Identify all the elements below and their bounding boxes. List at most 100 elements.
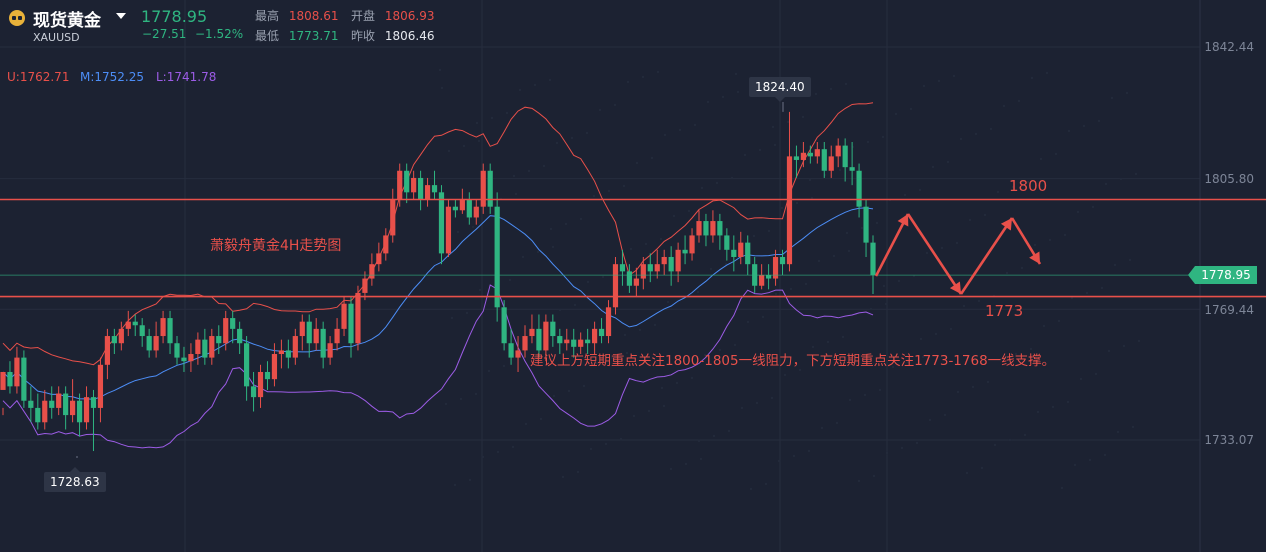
candle-body [828,156,834,171]
candle-body [167,318,173,344]
watermark-dot [817,259,821,263]
watermark-dot [662,404,666,408]
candle-body [42,400,48,423]
watermark-dot [832,254,836,258]
watermark-dot [798,368,802,372]
watermark-dot [721,95,725,99]
watermark-dot [943,413,947,417]
candle-body [529,328,535,337]
candle-body [571,339,577,347]
candle-body [250,386,257,398]
watermark-dot [514,192,518,196]
watermark-dot [869,307,873,311]
candle-body [870,242,876,276]
watermark-dot [749,487,753,491]
watermark-dot [829,87,833,91]
watermark-dot [629,247,633,251]
candle-body [118,328,124,344]
watermark-dot [521,255,525,259]
candle-body [800,152,806,160]
candle-body [515,350,521,358]
watermark-dot [844,82,848,86]
watermark-dot [931,165,935,169]
watermark-dot [712,434,716,438]
watermark-dot [1051,405,1055,409]
watermark-dot [696,290,700,294]
watermark-dot [604,442,608,446]
watermark-dot [810,196,814,200]
watermark-dot [949,327,953,331]
candle-body [320,328,326,358]
candle-body [355,292,361,344]
watermark-dot [783,373,787,377]
candle-body [452,206,458,211]
watermark-dot [684,462,688,466]
candle-body [522,336,528,351]
watermark-dot [675,381,679,385]
candle-body [779,256,786,265]
watermark-dot [699,457,703,461]
forecast-arrow-segment [874,213,910,277]
watermark-dot [733,343,737,347]
symbol-name[interactable]: 现货黄金 [33,11,101,31]
symbol-code: XAUUSD [33,31,80,44]
candle-body [404,170,410,193]
watermark-dot [1057,319,1061,323]
watermark-dot [1017,99,1021,103]
watermark-dot [715,181,719,185]
watermark-dot [589,447,593,451]
candle-body [445,206,452,254]
watermark-dot [863,393,867,397]
watermark-dot [459,397,463,401]
candle-body [104,336,110,365]
watermark-dot [1137,339,1141,343]
watermark-dot [626,80,630,84]
advice-text: 建议上方短期重点关注1800-1805一线阻力，下方短期重点关注1773-176… [530,353,1056,369]
candle-body [619,264,626,272]
price-change-pct: −1.52% [195,27,244,41]
candle-body [21,357,27,401]
watermark-dot [1122,344,1126,348]
watermark-dot [906,360,910,364]
watermark-dot [1128,258,1132,262]
candle-body [35,407,41,423]
watermark-dot [561,475,565,479]
watermark-dot [993,443,997,447]
watermark-dot [857,479,861,483]
watermark-dot [647,409,651,413]
candle-body [202,339,208,358]
candle-body [223,318,229,344]
candle-body [473,206,479,218]
watermark-dot [980,466,984,470]
watermark-dot [915,441,919,445]
watermark-dot [558,308,562,312]
watermark-dot [1026,180,1030,184]
candle-body [626,271,632,286]
watermark-dot [925,251,929,255]
candle-body [842,145,848,168]
watermark-dot [1005,271,1009,275]
watermark-dot [986,380,990,384]
watermark-dot [724,262,728,266]
chevron-down-icon[interactable] [116,13,126,19]
watermark-dot [1082,124,1086,128]
gold-coin-icon [9,10,25,26]
candle-body [28,400,34,408]
watermark-dot [595,361,599,365]
watermark-dot [780,206,784,210]
candle-body [97,364,104,408]
watermark-dot [946,160,950,164]
watermark-dot [687,209,691,213]
watermark-dot [539,417,543,421]
watermark-dot [632,414,636,418]
watermark-dot [666,300,670,304]
watermark-dot [438,68,442,72]
forecast-arrow-head [897,214,909,227]
candle-body [501,307,507,344]
candle-body [863,206,869,243]
watermark-dot [592,194,596,198]
watermark-dot [746,320,750,324]
resistance-label: 1800 [1009,177,1048,195]
high-marker-tag: 1824.40 [749,77,811,102]
